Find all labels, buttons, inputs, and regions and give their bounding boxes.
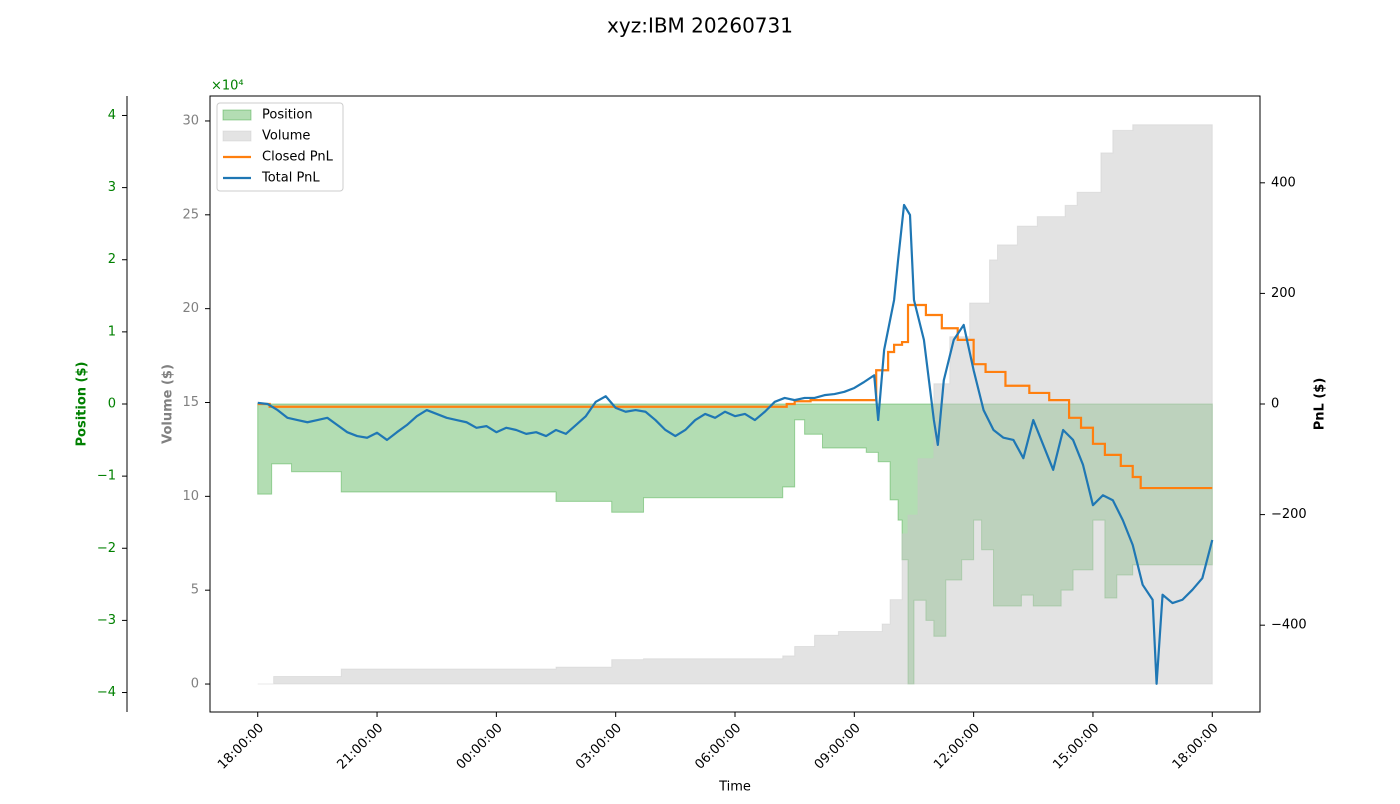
area (257, 124, 1213, 685)
legend: Position Volume Closed PnL Total PnL (216, 102, 344, 192)
plot-marks (257, 124, 1214, 685)
y-tick-label: −400 (1271, 618, 1307, 633)
y-tick-label: −200 (1271, 507, 1307, 522)
legend-swatch (222, 130, 252, 142)
y-tick-label: −3 (97, 613, 116, 628)
offset-label: ×10⁴ (211, 79, 244, 94)
line (257, 203, 1214, 685)
legend-swatch (222, 109, 252, 121)
y-tick-label: 4 (108, 108, 116, 123)
y-tick-label: 1 (108, 324, 116, 339)
y-tick-label: 25 (182, 207, 199, 222)
y-tick-label: 0 (108, 397, 116, 412)
y-tick-label: −2 (97, 541, 116, 556)
legend-label: Position (262, 108, 313, 123)
y-tick-label: 0 (1271, 397, 1279, 412)
legend-label: Closed PnL (262, 150, 334, 165)
chart-title: xyz:IBM 20260731 (607, 14, 793, 38)
y-tick-label: −1 (97, 469, 116, 484)
pnl-axis-label: PnL ($) (1313, 378, 1328, 431)
legend-label: Volume (262, 129, 310, 144)
legend-box (216, 102, 344, 192)
y-tick-label: 2 (108, 252, 116, 267)
legend-label: Total PnL (261, 171, 320, 186)
y-tick-label: 400 (1271, 175, 1296, 190)
volume-axis-label: Volume ($) (161, 364, 176, 444)
y-tick-label: 200 (1271, 286, 1296, 301)
y-tick-label: 30 (182, 113, 199, 128)
y-tick-label: 20 (182, 301, 199, 316)
position-axis-label: Position ($) (75, 362, 90, 447)
y-tick-label: 15 (182, 395, 199, 410)
y-tick-label: 10 (182, 489, 199, 504)
y-tick-label: 0 (191, 677, 199, 692)
step-line (257, 303, 1213, 490)
y-tick-label: −4 (97, 685, 116, 700)
y-tick-label: 3 (108, 180, 116, 195)
y-tick-label: 5 (191, 583, 199, 598)
x-axis-label: Time (718, 780, 751, 795)
